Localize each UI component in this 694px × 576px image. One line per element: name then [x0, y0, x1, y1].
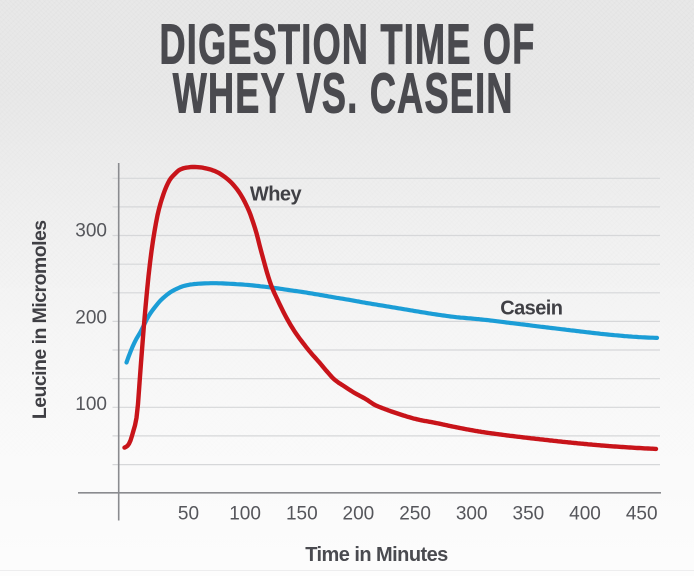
svg-text:450: 450 — [626, 504, 658, 525]
svg-text:250: 250 — [399, 504, 431, 525]
svg-text:DIGESTION TIME OF: DIGESTION TIME OF — [160, 13, 536, 76]
svg-text:Time in Minutes: Time in Minutes — [305, 544, 448, 566]
svg-text:Leucine in Micromoles: Leucine in Micromoles — [29, 220, 51, 419]
svg-text:200: 200 — [343, 504, 375, 525]
svg-text:50: 50 — [178, 504, 199, 525]
svg-text:Whey: Whey — [250, 184, 303, 206]
svg-text:300: 300 — [75, 221, 107, 242]
svg-text:100: 100 — [229, 504, 261, 525]
svg-text:400: 400 — [569, 504, 601, 525]
svg-text:300: 300 — [456, 504, 488, 525]
svg-text:Casein: Casein — [500, 298, 562, 320]
svg-text:150: 150 — [286, 504, 318, 525]
svg-text:WHEY VS. CASEIN: WHEY VS. CASEIN — [173, 61, 514, 124]
svg-text:350: 350 — [513, 504, 545, 525]
svg-text:200: 200 — [75, 307, 107, 328]
svg-text:100: 100 — [75, 394, 107, 415]
